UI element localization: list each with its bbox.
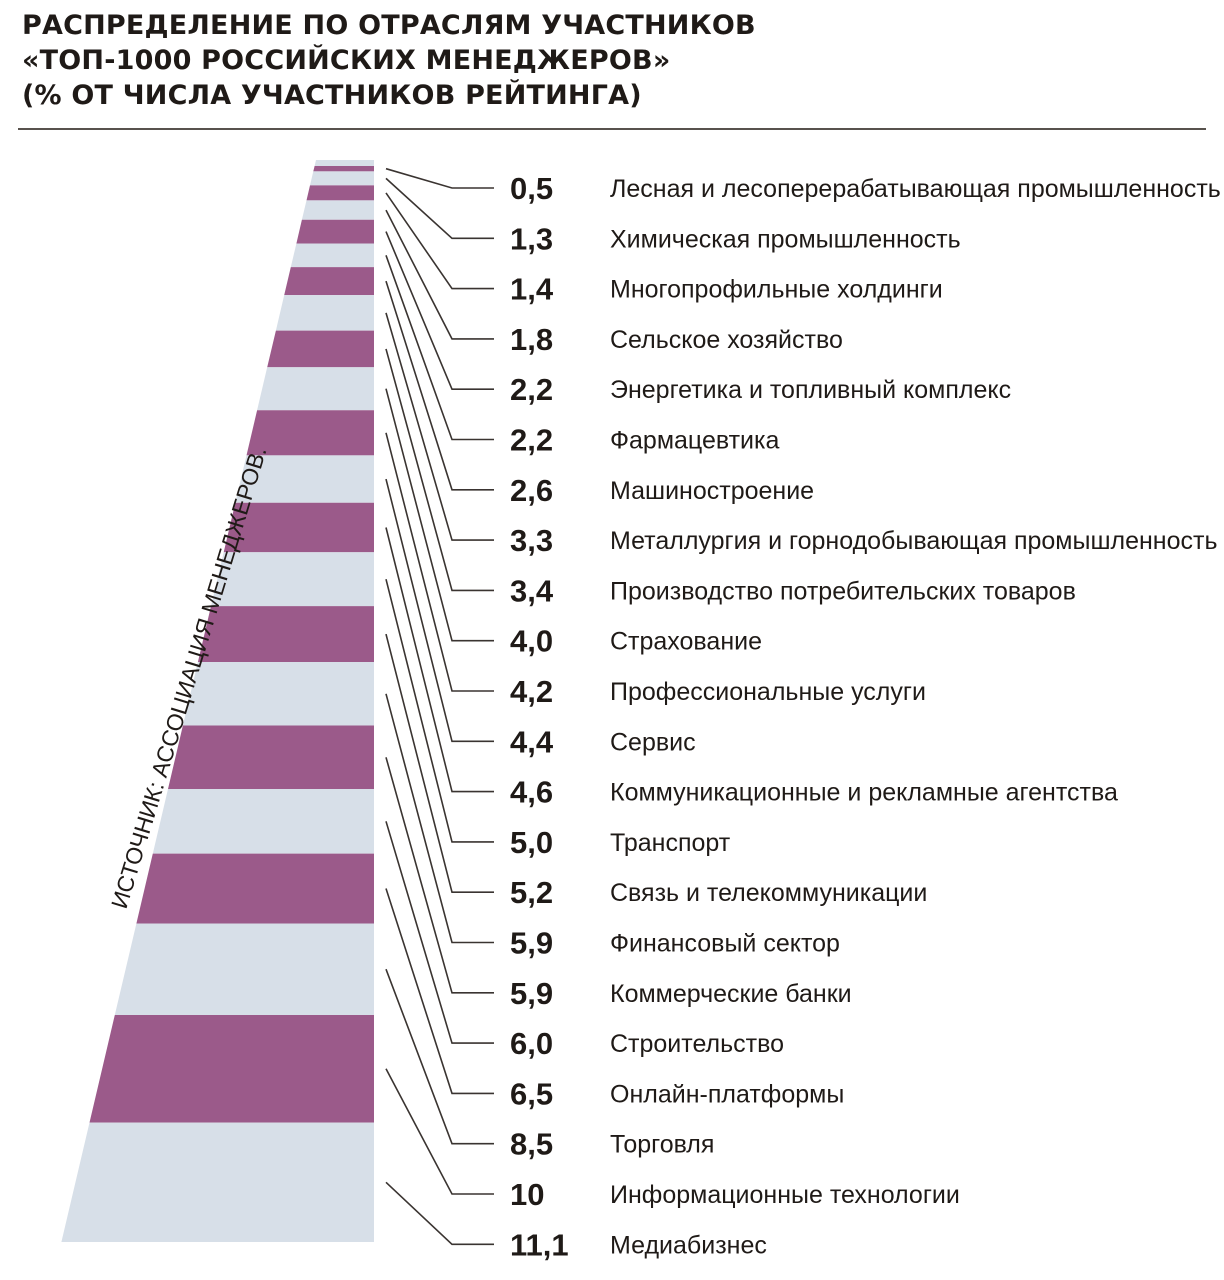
pyramid-stripe-21 <box>89 1015 374 1123</box>
category-label-22: Медиабизнес <box>610 1231 767 1259</box>
value-label-17: 5,9 <box>510 976 553 1011</box>
value-label-15: 5,2 <box>510 875 553 910</box>
leader-line-5 <box>385 231 494 391</box>
value-label-6: 2,2 <box>510 423 553 458</box>
leader-line-2 <box>385 177 494 240</box>
category-label-4: Сельское хозяйство <box>610 326 843 354</box>
value-label-21: 10 <box>510 1177 544 1212</box>
value-label-18: 6,0 <box>510 1026 553 1061</box>
leader-line-20 <box>385 968 494 1145</box>
leader-line-14 <box>385 579 494 843</box>
category-label-8: Металлургия и горнодобывающая промышленн… <box>610 527 1218 555</box>
pyramid-stripe-5 <box>296 219 374 244</box>
value-label-1: 0,5 <box>510 171 553 206</box>
category-label-16: Финансовый сектор <box>610 930 840 958</box>
category-label-12: Сервис <box>610 728 696 756</box>
category-label-19: Онлайн-платформы <box>610 1080 844 1108</box>
chart-title-line-3: (% ОТ ЧИСЛА УЧАСТНИКОВ РЕЙТИНГА) <box>22 80 642 111</box>
value-label-22: 11,1 <box>510 1227 569 1262</box>
category-label-15: Связь и телекоммуникации <box>610 879 927 907</box>
pyramid-stripe-1 <box>313 166 374 172</box>
pyramid-stripe-20 <box>114 923 375 1015</box>
value-label-20: 8,5 <box>510 1127 553 1162</box>
leader-line-9 <box>385 348 494 592</box>
pyramid-stripe-10 <box>257 367 374 411</box>
pyramid-stripe-8 <box>275 295 374 331</box>
chart-title-line-1: РАСПРЕДЕЛЕНИЕ ПО ОТРАСЛЯМ УЧАСТНИКОВ <box>22 10 756 41</box>
leader-line-21 <box>385 1068 494 1195</box>
leader-line-12 <box>385 478 494 743</box>
pyramid-stripe-9 <box>267 330 374 368</box>
leader-line-15 <box>385 633 494 894</box>
value-label-19: 6,5 <box>510 1076 553 1111</box>
category-label-14: Транспорт <box>610 829 731 857</box>
value-label-14: 5,0 <box>510 825 553 860</box>
leader-line-6 <box>385 255 494 441</box>
pyramid-stripe-19 <box>136 853 374 924</box>
category-label-20: Торговля <box>610 1131 714 1159</box>
pyramid-stripe-6 <box>290 243 374 268</box>
leader-line-11 <box>385 432 494 692</box>
leader-lines <box>385 167 494 1246</box>
leader-line-8 <box>385 312 494 541</box>
value-label-12: 4,4 <box>510 724 554 759</box>
pyramid-cap-band <box>314 160 374 166</box>
value-label-11: 4,2 <box>510 674 553 709</box>
pyramid-stripes <box>61 160 375 1242</box>
category-label-3: Многопрофильные холдинги <box>610 276 943 304</box>
category-label-9: Производство потребительских товаров <box>610 577 1076 605</box>
pyramid-stripe-16 <box>182 662 374 726</box>
value-and-category-labels: 0,5 Лесная и лесоперерабатывающая промышл… <box>510 171 1221 1262</box>
leader-line-22 <box>385 1181 494 1246</box>
pyramid-stripe-7 <box>284 267 374 296</box>
value-label-5: 2,2 <box>510 372 553 407</box>
category-label-21: Информационные технологии <box>610 1181 960 1209</box>
value-label-4: 1,8 <box>510 322 553 357</box>
category-label-5: Энергетика и топливный комплекс <box>610 376 1011 404</box>
pyramid-stripe-12 <box>235 455 374 503</box>
leader-line-17 <box>385 757 494 994</box>
value-label-10: 4,0 <box>510 624 553 659</box>
pyramid-stripe-4 <box>301 200 374 220</box>
pyramid-stripe-18 <box>152 789 374 854</box>
pyramid-stripe-2 <box>310 171 374 186</box>
category-label-10: Страхование <box>610 628 762 656</box>
pyramid-stripe-22 <box>61 1122 375 1242</box>
category-label-2: Химическая промышленность <box>610 225 961 253</box>
category-label-13: Коммуникационные и рекламные агентства <box>610 779 1118 807</box>
chart-title-line-2: «ТОП-1000 РОССИЙСКИХ МЕНЕДЖЕРОВ» <box>22 45 671 76</box>
leader-line-16 <box>385 693 494 944</box>
pyramid-stripe-11 <box>246 410 374 456</box>
title-divider <box>18 128 1206 130</box>
pyramid-stripe-15 <box>197 606 374 662</box>
value-label-7: 2,6 <box>510 473 553 508</box>
pyramid-stripe-17 <box>168 725 374 789</box>
category-label-17: Коммерческие банки <box>610 980 852 1008</box>
value-label-16: 5,9 <box>510 926 553 961</box>
pyramid-stripe-13 <box>223 502 374 553</box>
leader-line-4 <box>385 209 494 340</box>
value-label-13: 4,6 <box>510 775 553 810</box>
leader-line-13 <box>385 527 494 793</box>
leader-line-10 <box>385 388 494 642</box>
leader-line-7 <box>385 280 494 491</box>
value-label-2: 1,3 <box>510 221 553 256</box>
value-label-8: 3,3 <box>510 523 553 558</box>
value-label-9: 3,4 <box>510 573 554 608</box>
pyramid-stripe-14 <box>211 552 374 607</box>
category-label-7: Машиностроение <box>610 477 814 505</box>
leader-line-1 <box>385 167 494 189</box>
leader-line-19 <box>385 888 494 1095</box>
category-label-1: Лесная и лесоперерабатывающая промышленн… <box>610 175 1221 203</box>
pyramid-stripe-3 <box>306 185 374 201</box>
value-label-3: 1,4 <box>510 272 554 307</box>
category-label-6: Фармацевтика <box>610 427 779 455</box>
leader-line-18 <box>385 821 494 1044</box>
leader-line-3 <box>385 192 494 290</box>
category-label-18: Строительство <box>610 1030 784 1058</box>
chart-title: РАСПРЕДЕЛЕНИЕ ПО ОТРАСЛЯМ УЧАСТНИКОВ «ТО… <box>22 8 1142 113</box>
category-label-11: Профессиональные услуги <box>610 678 926 706</box>
